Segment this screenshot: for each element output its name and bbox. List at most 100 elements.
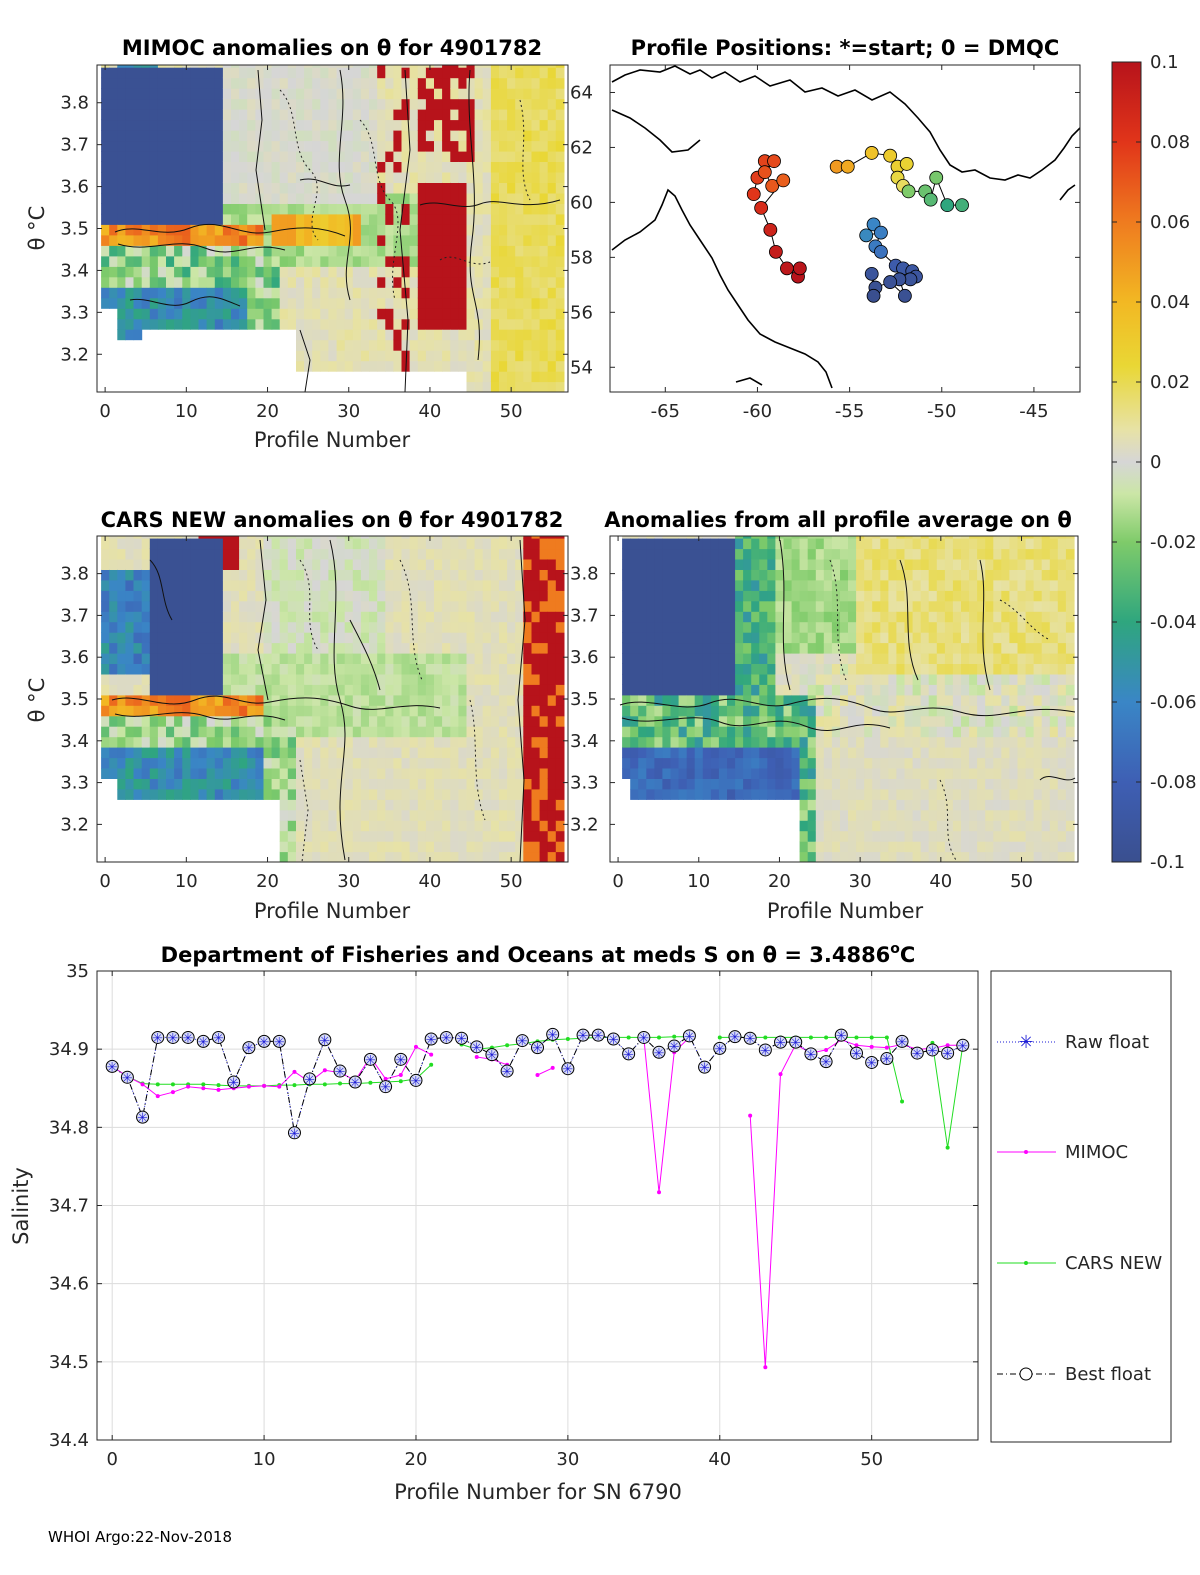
anomaly-cell (190, 119, 200, 131)
anomaly-cell (815, 726, 825, 738)
anomaly-cell (255, 224, 265, 236)
anomaly-cell (117, 684, 126, 696)
anomaly-cell (969, 632, 978, 644)
anomaly-cell (547, 255, 557, 267)
anomaly-cell (157, 234, 167, 246)
x-tick-label: 10 (175, 871, 198, 892)
anomaly-cell (304, 653, 313, 664)
anomaly-cell (888, 715, 898, 727)
anomaly-cell (840, 705, 849, 717)
anomaly-cell (799, 851, 809, 862)
anomaly-cell (287, 308, 297, 320)
anomaly-cell (279, 726, 289, 738)
anomaly-cell (231, 611, 240, 623)
anomaly-cell (214, 308, 224, 320)
anomaly-cell (190, 77, 200, 89)
anomaly-cell (654, 757, 664, 769)
anomaly-cell (539, 203, 549, 215)
anomaly-cell (1001, 747, 1010, 759)
anomaly-cell (409, 130, 419, 142)
anomaly-cell (450, 569, 459, 581)
anomaly-cell (344, 109, 354, 121)
anomaly-cell (312, 736, 321, 748)
anomaly-cell (222, 109, 232, 121)
anomaly-cell (133, 663, 143, 675)
anomaly-cell (751, 642, 760, 654)
anomaly-cell (271, 308, 281, 320)
anomaly-cell (222, 255, 232, 267)
anomaly-cell (296, 140, 305, 152)
anomaly-cell (336, 851, 346, 862)
anomaly-cell (775, 559, 785, 570)
anomaly-cell (944, 820, 954, 832)
anomaly-cell (174, 569, 183, 581)
anomaly-cell (101, 98, 110, 110)
anomaly-cell (214, 611, 224, 623)
anomaly-cell (490, 632, 500, 644)
anomaly-cell (239, 130, 248, 142)
anomaly-cell (1009, 673, 1019, 685)
anomaly-cell (783, 653, 793, 664)
anomaly-cell (149, 653, 159, 664)
anomaly-cell (490, 559, 500, 570)
colorbar-tick-label: 0.04 (1150, 292, 1190, 313)
anomaly-cell (523, 161, 532, 173)
anomaly-cell (961, 788, 970, 800)
anomaly-cell (450, 98, 459, 110)
anomaly-cell (157, 224, 167, 236)
anomaly-cell (547, 820, 557, 832)
anomaly-cell (466, 642, 476, 654)
anomaly-cell (630, 705, 639, 717)
anomaly-cell (442, 203, 451, 215)
anomaly-cell (336, 788, 346, 800)
anomaly-cell (417, 768, 427, 779)
anomaly-cell (425, 590, 435, 602)
anomaly-cell (993, 694, 1002, 706)
anomaly-cell (531, 297, 541, 309)
anomaly-cell (125, 67, 135, 79)
anomaly-cell (872, 799, 881, 811)
anomaly-cell (904, 747, 914, 759)
anomaly-cell (157, 747, 167, 759)
anomaly-cell (279, 684, 289, 696)
anomaly-cell (231, 538, 240, 550)
anomaly-cell (279, 590, 289, 602)
anomaly-cell (848, 726, 857, 738)
anomaly-cell (831, 799, 841, 811)
anomaly-cell (425, 182, 435, 194)
anomaly-cell (515, 642, 524, 654)
anomaly-cell (352, 841, 362, 853)
anomaly-cell (490, 245, 500, 257)
anomaly-cell (336, 213, 346, 225)
anomaly-cell (149, 611, 159, 623)
anomaly-cell (840, 632, 849, 644)
anomaly-cell (759, 642, 768, 654)
anomaly-cell (718, 663, 728, 675)
anomaly-cell (547, 88, 557, 100)
anomaly-cell (101, 182, 110, 194)
anomaly-cell (904, 590, 914, 602)
anomaly-cell (952, 841, 962, 853)
anomaly-cell (450, 182, 459, 194)
anomaly-cell (166, 276, 175, 288)
anomaly-cell (499, 653, 508, 664)
anomaly-cell (840, 653, 849, 664)
anomaly-cell (482, 653, 492, 664)
anomaly-cell (920, 569, 930, 581)
anomaly-cell (133, 329, 143, 341)
anomaly-cell (360, 715, 370, 727)
anomaly-cell (507, 621, 516, 633)
anomaly-cell (936, 590, 946, 602)
anomaly-cell (182, 224, 191, 236)
y-tick-label: 60 (570, 192, 593, 213)
anomaly-cell (352, 579, 362, 591)
anomaly-cell (678, 536, 688, 539)
anomaly-cell (190, 88, 200, 100)
anomaly-cell (523, 768, 532, 779)
anomaly-cell (287, 255, 297, 267)
anomaly-cell (799, 559, 809, 570)
anomaly-cell (425, 851, 435, 862)
anomaly-cell (888, 536, 898, 539)
anomaly-cell (344, 350, 354, 362)
anomaly-cell (101, 736, 110, 748)
